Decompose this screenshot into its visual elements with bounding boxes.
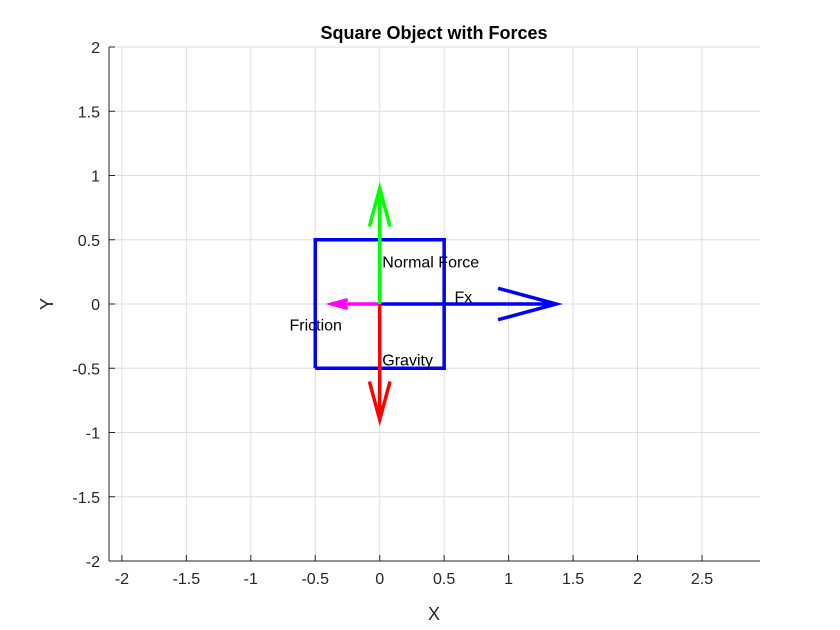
x-tick-label: -1.5 bbox=[173, 571, 201, 588]
force-arrow-friction bbox=[325, 298, 380, 310]
y-tick-label: 1.5 bbox=[78, 104, 100, 121]
x-axis-label: X bbox=[428, 604, 440, 624]
force-arrow-normal-force bbox=[367, 181, 392, 304]
axes: -2 -1.5 -1 -0.5 0 0.5 1 1.5 2 2.5 -2 -1.5 -1 -0.5 0 0.5… bbox=[72, 40, 760, 588]
x-tick-label: 1.5 bbox=[562, 571, 584, 588]
force-head-fx bbox=[497, 286, 564, 322]
plot-area: Fx Friction Normal Force Gravity bbox=[289, 181, 564, 427]
y-tick-label: 2 bbox=[91, 40, 100, 57]
x-tick-label: -2 bbox=[115, 571, 129, 588]
y-axis-label: Y bbox=[37, 298, 57, 310]
force-head-gravity bbox=[367, 381, 392, 427]
force-arrow-gravity bbox=[367, 304, 392, 427]
force-arrow-fx bbox=[379, 286, 564, 322]
x-tick-label: 0 bbox=[375, 571, 384, 588]
x-tick-label: -0.5 bbox=[301, 571, 329, 588]
y-tick-label: -1 bbox=[86, 426, 100, 443]
force-head-normal-force bbox=[367, 181, 392, 227]
force-label-friction: Friction bbox=[289, 318, 341, 335]
chart-title: Square Object with Forces bbox=[320, 23, 547, 43]
square-object bbox=[313, 238, 446, 370]
x-tick-label: 0.5 bbox=[433, 571, 455, 588]
y-tick-label: -1.5 bbox=[72, 490, 100, 507]
y-tick-label: -0.5 bbox=[72, 361, 100, 378]
force-head-friction bbox=[325, 298, 349, 310]
force-label-normal-force: Normal Force bbox=[382, 255, 479, 272]
labels: Square Object with Forces X Y bbox=[37, 23, 548, 624]
force-label-fx: Fx bbox=[454, 289, 472, 306]
x-tick-label: -1 bbox=[244, 571, 258, 588]
x-tick-label: 2.5 bbox=[691, 571, 713, 588]
x-tick-label: 2 bbox=[633, 571, 642, 588]
y-tick-label: -2 bbox=[86, 554, 100, 571]
y-tick-label: 0.5 bbox=[78, 233, 100, 250]
force-label-gravity: Gravity bbox=[382, 352, 433, 369]
y-tick-label: 1 bbox=[91, 169, 100, 186]
x-tick-label: 1 bbox=[504, 571, 513, 588]
y-tick-label: 0 bbox=[91, 297, 100, 314]
